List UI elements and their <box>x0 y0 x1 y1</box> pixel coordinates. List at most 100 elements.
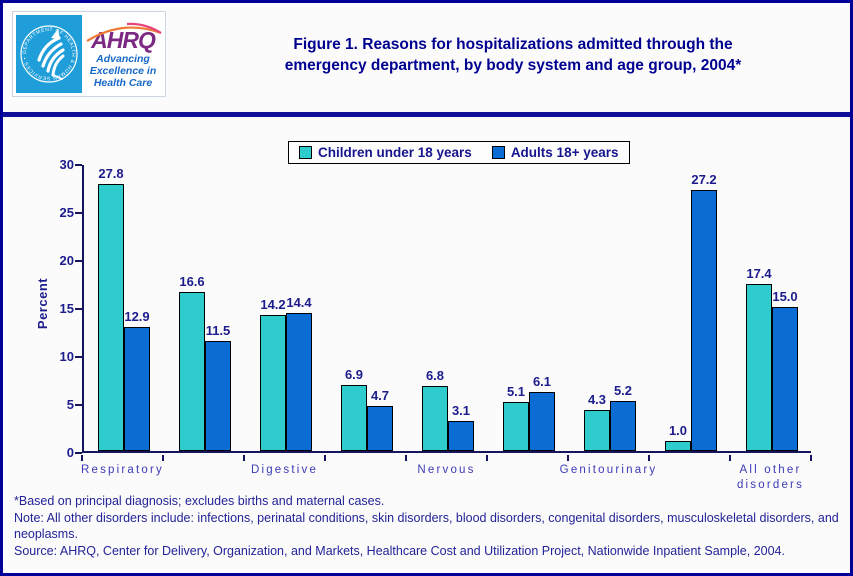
bar-group: 1.0 27.2 <box>651 165 732 451</box>
category-label: All other disorders <box>736 464 805 491</box>
footnotes: *Based on principal diagnosis; excludes … <box>14 493 846 559</box>
legend-label-adults: Adults 18+ years <box>510 145 619 160</box>
x-tick-mark <box>567 455 569 461</box>
y-tick-label: 30 <box>59 157 74 172</box>
header-divider <box>3 112 850 117</box>
x-tick-mark <box>81 455 83 461</box>
bar-adults <box>367 406 393 451</box>
legend-item-adults: Adults 18+ years <box>491 145 619 160</box>
y-tick-label: 25 <box>59 205 74 220</box>
legend-swatch-children <box>299 146 312 159</box>
figure-title-line2: emergency department, by body system and… <box>284 57 742 74</box>
bar-value-label: 5.2 <box>613 383 633 398</box>
bar-value-label: 17.4 <box>746 266 772 281</box>
bar-group: 6.9 4.7 <box>327 165 408 451</box>
bar-value-label: 27.8 <box>98 166 124 181</box>
y-tick-mark <box>75 356 82 358</box>
x-tick-mark <box>486 455 488 461</box>
bar-adults <box>124 327 150 451</box>
bar-value-label: 16.6 <box>179 274 205 289</box>
bar-adults <box>205 341 231 451</box>
bar-value-label: 14.2 <box>260 297 286 312</box>
bar-value-label: 27.2 <box>691 172 717 187</box>
bar-children <box>584 410 610 451</box>
ahrq-wordmark: AHRQ Advancing Excellence in Health Care <box>84 15 162 93</box>
figure-title: Figure 1. Reasons for hospitalizations a… <box>188 34 838 76</box>
x-tick-mark <box>243 455 245 461</box>
bar-children <box>422 386 448 451</box>
bar-value-label: 14.4 <box>286 295 312 310</box>
bar-children <box>260 315 286 451</box>
bar-children <box>179 292 205 451</box>
chart-legend: Children under 18 years Adults 18+ years <box>288 141 630 164</box>
bar-children <box>746 284 772 451</box>
x-axis-category-labels: Respiratory Digestive Nervous Genitourinary… <box>81 463 813 497</box>
x-tick-mark <box>405 455 407 461</box>
footnote-note: Note: All other disorders include: infec… <box>14 510 839 542</box>
bar-children <box>503 402 529 451</box>
x-tick-mark <box>324 455 326 461</box>
bar-group: 4.3 5.2 <box>570 165 651 451</box>
bar-group: 16.6 11.5 <box>165 165 246 451</box>
ahrq-tagline: Advancing Excellence in Health Care <box>89 53 157 89</box>
x-tick-mark <box>648 455 650 461</box>
figure-title-line1: Figure 1. Reasons for hospitalizations a… <box>293 36 733 53</box>
bar-value-label: 6.1 <box>532 374 552 389</box>
footnote-source: Source: AHRQ, Center for Delivery, Organ… <box>14 543 785 558</box>
x-tick-mark <box>162 455 164 461</box>
legend-label-children: Children under 18 years <box>318 145 472 160</box>
y-tick-mark <box>75 452 82 454</box>
bar-group: 27.8 12.9 <box>84 165 165 451</box>
bar-value-label: 15.0 <box>772 289 798 304</box>
y-tick-mark <box>75 260 82 262</box>
bar-value-label: 1.0 <box>668 423 688 438</box>
category-label: Respiratory <box>81 464 164 476</box>
bar-group: 14.2 14.4 <box>246 165 327 451</box>
y-tick-label: 20 <box>59 253 74 268</box>
bar-children <box>665 441 691 451</box>
bar-value-label: 5.1 <box>506 384 526 399</box>
plot-area: 0 5 10 15 20 25 30 27.8 12.9 16.6 11.5 14.2 14.4 6.9 4… <box>60 157 813 460</box>
y-tick-mark <box>75 164 82 166</box>
bar-children <box>341 385 367 451</box>
x-axis-ticks <box>81 455 813 461</box>
bar-adults <box>610 401 636 451</box>
bar-group: 5.1 6.1 <box>489 165 570 451</box>
bar-adults <box>772 307 798 451</box>
y-tick-label: 5 <box>66 397 74 412</box>
bar-value-label: 6.9 <box>344 367 364 382</box>
bar-value-label: 6.8 <box>425 368 445 383</box>
legend-item-children: Children under 18 years <box>299 145 472 160</box>
bar-value-label: 12.9 <box>124 309 150 324</box>
bar-value-label: 11.5 <box>205 323 231 338</box>
footnote-asterisk: *Based on principal diagnosis; excludes … <box>14 494 385 508</box>
bar-value-label: 4.3 <box>587 392 607 407</box>
ahrq-logo: DEPARTMENT OF HEALTH & HUMAN SERVICES • … <box>12 11 166 97</box>
y-tick-label: 15 <box>59 301 74 316</box>
y-tick-mark <box>75 404 82 406</box>
ahrq-acronym: AHRQ <box>91 27 156 53</box>
category-label: Nervous <box>417 464 476 476</box>
x-tick-mark <box>729 455 731 461</box>
bar-adults <box>691 190 717 451</box>
y-tick-mark <box>75 212 82 214</box>
y-tick-mark <box>75 308 82 310</box>
bar-adults <box>286 313 312 451</box>
category-label: Digestive <box>250 464 319 476</box>
y-tick-label: 0 <box>66 445 74 460</box>
legend-swatch-adults <box>491 146 505 159</box>
bar-value-label: 3.1 <box>451 403 471 418</box>
hhs-seal-icon: DEPARTMENT OF HEALTH & HUMAN SERVICES • … <box>16 15 82 93</box>
bar-adults <box>529 392 555 451</box>
bar-value-label: 4.7 <box>370 388 390 403</box>
hhs-eagle-icon <box>37 29 65 80</box>
category-label: Genitourinary <box>559 464 658 476</box>
bar-children <box>98 184 124 451</box>
bar-adults <box>448 421 474 451</box>
ahrq-arc-icon <box>86 22 162 42</box>
y-tick-label: 10 <box>59 349 74 364</box>
bar-group: 17.4 15.0 <box>732 165 813 451</box>
x-tick-mark <box>810 455 812 461</box>
bar-group: 6.8 3.1 <box>408 165 489 451</box>
